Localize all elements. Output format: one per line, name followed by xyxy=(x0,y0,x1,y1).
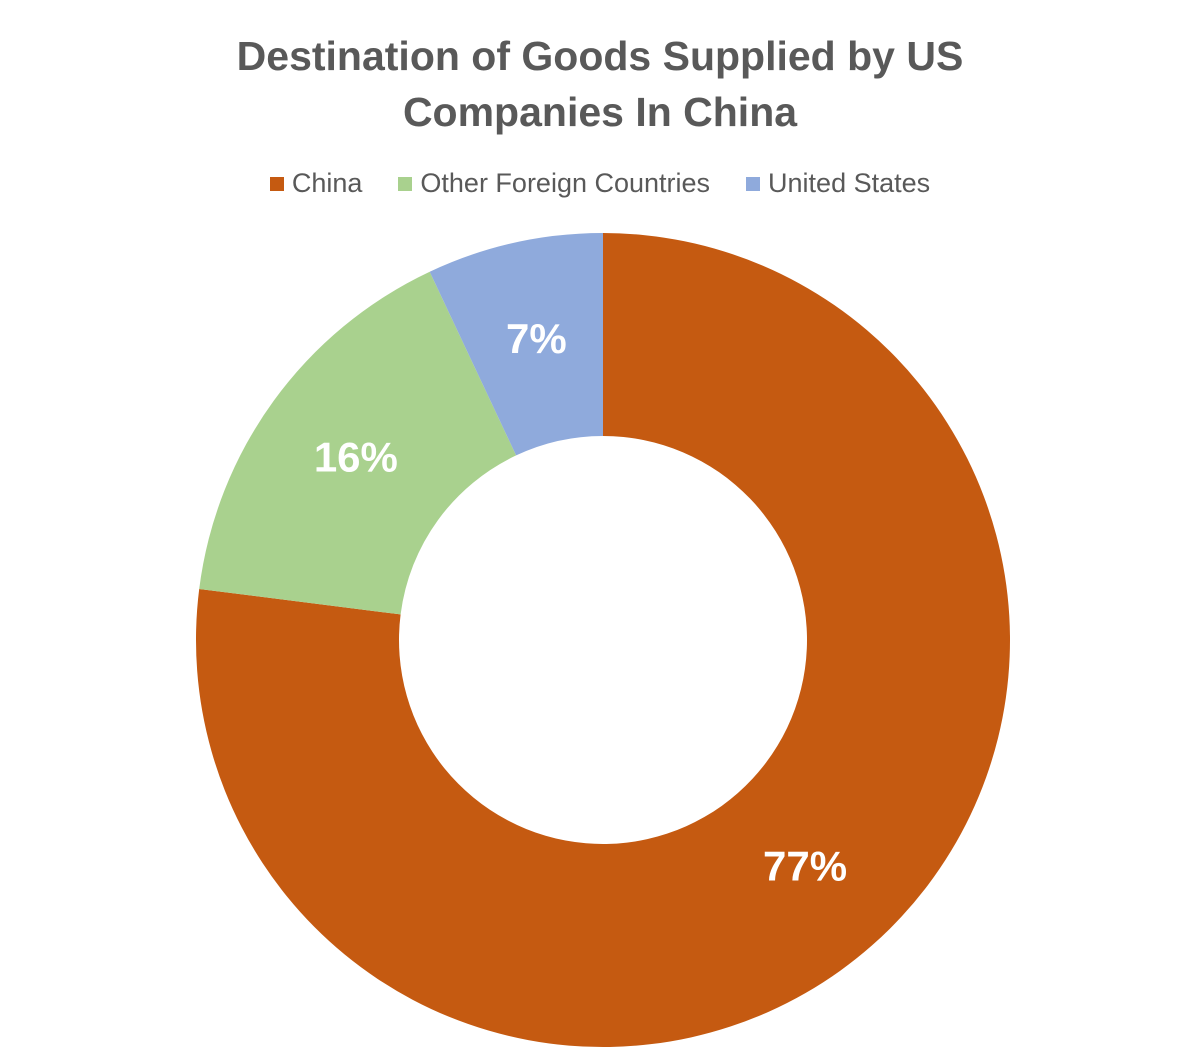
legend-label: China xyxy=(291,168,363,198)
data-label: 7% xyxy=(506,315,567,362)
legend-label: United States xyxy=(768,168,931,198)
chart-title: Destination of Goods Supplied by US Comp… xyxy=(236,33,964,135)
legend-label: Other Foreign Countries xyxy=(420,168,711,198)
donut-segment xyxy=(195,233,1010,1047)
donut-segment xyxy=(429,233,603,456)
data-label: 77% xyxy=(763,842,847,889)
data-label: 16% xyxy=(314,434,398,481)
legend-item: United States xyxy=(746,168,930,199)
legend-item: Other Foreign Countries xyxy=(398,168,710,199)
legend: China Other Foreign Countries United State… xyxy=(0,168,1200,199)
donut-segment xyxy=(199,271,517,615)
legend-swatch xyxy=(269,176,284,191)
legend-swatch xyxy=(398,176,413,191)
legend-item: China xyxy=(269,168,363,199)
legend-swatch xyxy=(746,176,761,191)
